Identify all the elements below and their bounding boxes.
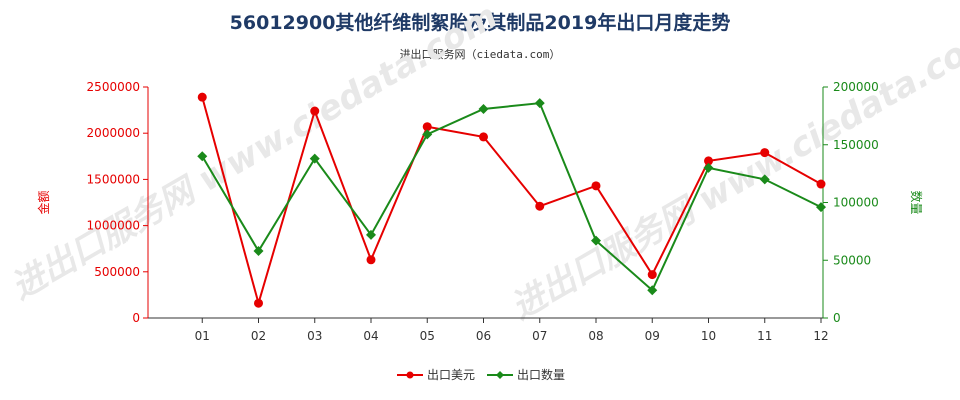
x-axis-tick-label: 08	[588, 329, 603, 343]
data-point	[647, 270, 657, 280]
left-axis-tick-label: 2500000	[87, 80, 140, 94]
x-axis-tick-label: 06	[476, 329, 491, 343]
series-line	[201, 96, 822, 307]
data-point	[703, 162, 714, 173]
data-point	[310, 106, 320, 116]
left-axis-tick-label: 2000000	[87, 126, 140, 140]
right-axis-tick-label: 0	[833, 311, 841, 325]
left-axis-tick-label: 500000	[94, 265, 140, 279]
right-axis-tick-label: 50000	[833, 253, 871, 267]
axes: 0 500000 1000000 1500000 2000000 2500000 0 5000…	[36, 80, 924, 343]
data-point	[366, 229, 376, 240]
right-axis-tick-label: 150000	[833, 138, 879, 152]
x-axis-tick-label: 09	[645, 329, 660, 343]
legend-label: 出口美元	[427, 368, 475, 382]
data-point	[535, 201, 545, 211]
data-point	[591, 181, 601, 191]
data-point	[422, 122, 432, 132]
data-point	[759, 174, 770, 185]
legend-label: 出口数量	[517, 367, 565, 382]
x-axis-tick-label: 10	[701, 329, 716, 343]
data-point	[704, 156, 713, 166]
legend: 出口美元 出口数量	[397, 367, 565, 382]
x-axis-tick-label: 03	[307, 329, 322, 343]
data-point	[366, 255, 376, 265]
x-axis-tick-label: 02	[251, 329, 266, 343]
left-axis-tick-label: 1000000	[87, 219, 140, 233]
series-line	[201, 102, 822, 292]
left-axis-tick-label: 1500000	[87, 172, 140, 186]
x-axis-tick-label: 01	[195, 329, 210, 343]
right-axis-tick-label: 100000	[833, 196, 879, 210]
x-axis-tick-label: 12	[813, 329, 828, 343]
watermark-text: 进出口服务网 www.ciedata.com	[5, 0, 505, 308]
data-point	[591, 235, 601, 246]
x-axis-tick-label: 07	[532, 329, 547, 343]
x-axis-tick-label: 11	[757, 329, 772, 343]
data-point	[197, 92, 207, 102]
data-point	[478, 103, 489, 114]
data-point	[816, 202, 826, 213]
right-axis-title: 数量	[909, 190, 924, 214]
data-point	[816, 179, 826, 189]
data-point	[479, 132, 488, 142]
left-axis-tick-label: 0	[132, 311, 140, 325]
data-point	[197, 151, 208, 162]
x-axis-tick-label: 04	[363, 329, 378, 343]
right-axis-tick-label: 200000	[833, 80, 879, 94]
left-axis-title: 金额	[36, 190, 51, 214]
data-point	[309, 153, 320, 164]
chart-subtitle: 进出口服务网（ciedata.com）	[399, 48, 561, 61]
data-point	[534, 98, 545, 109]
data-point	[422, 129, 433, 140]
data-point	[760, 148, 770, 158]
legend-swatch-marker	[406, 371, 414, 379]
chart-title: 56012900其他纤维制絮胎及其制品2019年出口月度走势	[229, 12, 731, 34]
x-axis-tick-label: 05	[420, 329, 435, 343]
data-point	[254, 298, 263, 308]
data-point	[253, 246, 264, 257]
data-point	[647, 285, 658, 296]
legend-swatch-marker	[496, 371, 504, 379]
series	[197, 92, 826, 308]
